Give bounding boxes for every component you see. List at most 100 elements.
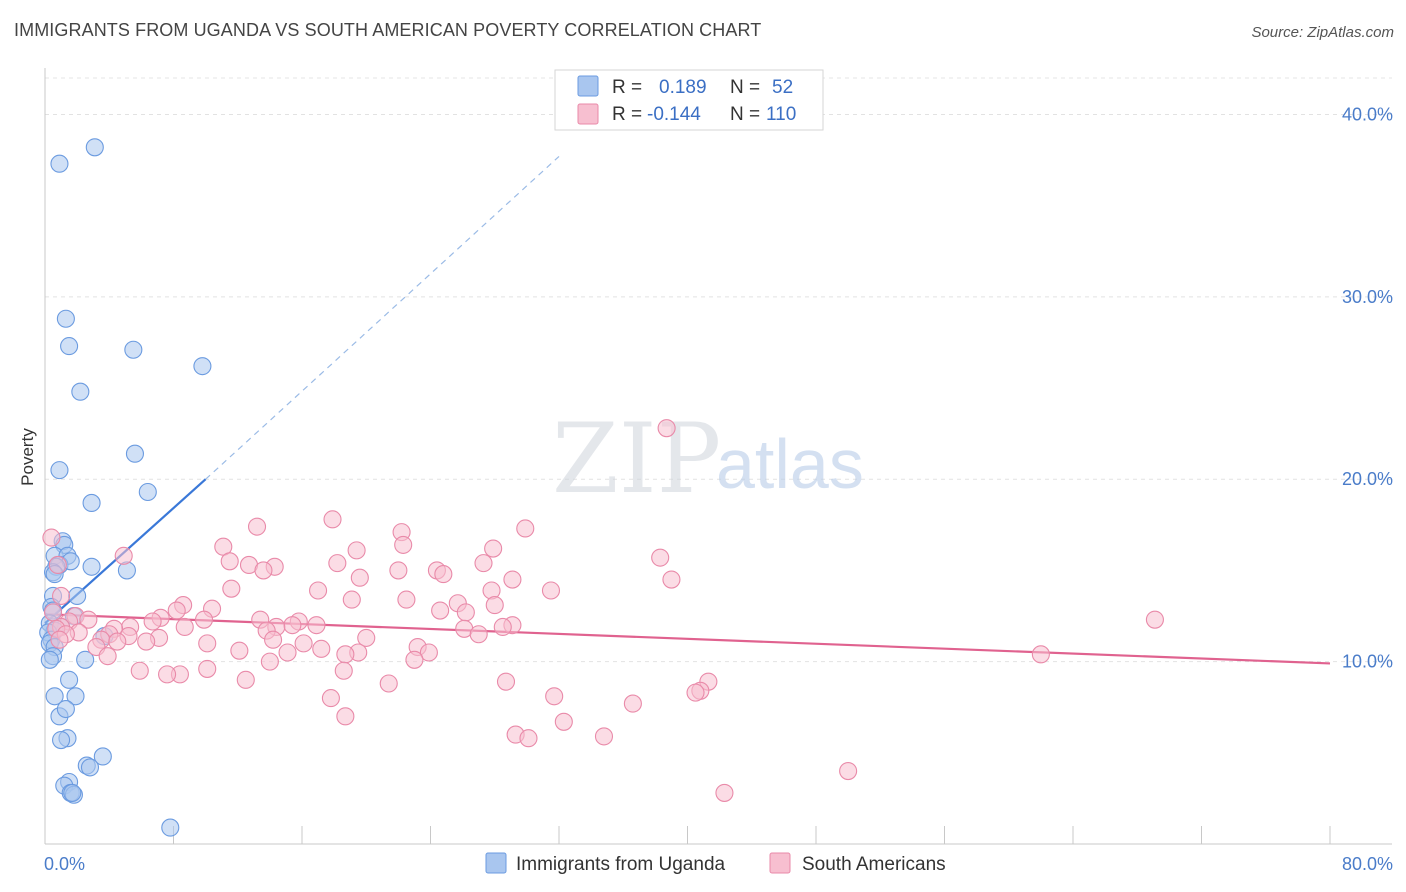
correlation-legend: R = 0.189 N = 52 R = -0.144 N = 110: [554, 69, 824, 131]
watermark-atlas: atlas: [716, 425, 864, 503]
point-uganda: [117, 561, 136, 580]
point-uganda: [124, 340, 143, 359]
point-south-americans: [350, 568, 369, 587]
point-south-americans: [482, 581, 501, 600]
y-tick-label: 20.0%: [1342, 469, 1393, 489]
point-south-americans: [48, 555, 67, 575]
y-axis-label: Poverty: [18, 428, 37, 486]
point-south-americans: [516, 519, 535, 538]
point-south-americans: [336, 645, 355, 664]
point-south-americans: [309, 581, 328, 600]
point-south-americans: [715, 783, 734, 802]
point-south-americans: [419, 643, 438, 662]
legend-n-label: N =: [730, 104, 760, 125]
series-swatch-south-americans: [769, 852, 791, 874]
y-tick-label: 30.0%: [1342, 287, 1393, 307]
point-south-americans: [312, 639, 331, 658]
gridlines: [45, 77, 1392, 663]
point-south-americans: [389, 561, 408, 580]
point-south-americans: [456, 603, 475, 622]
legend-r-value: -0.144: [647, 104, 701, 125]
point-south-americans: [198, 659, 217, 678]
point-south-americans: [1031, 645, 1050, 664]
point-south-americans: [98, 647, 117, 666]
point-south-americans: [342, 590, 361, 609]
point-south-americans: [519, 729, 538, 748]
point-uganda: [50, 154, 69, 173]
point-uganda: [60, 670, 79, 689]
point-uganda: [56, 699, 75, 719]
point-south-americans: [623, 694, 642, 713]
point-south-americans: [42, 528, 61, 547]
point-south-americans: [307, 616, 326, 635]
point-south-americans: [79, 610, 98, 629]
point-uganda: [45, 687, 64, 706]
point-south-americans: [594, 727, 614, 746]
series-legend: Immigrants from Uganda South Americans: [485, 852, 946, 875]
point-south-americans: [839, 761, 858, 781]
point-south-americans: [260, 652, 279, 671]
legend-n-value: 110: [766, 104, 796, 125]
point-south-americans: [541, 581, 561, 600]
axes: [44, 68, 1392, 845]
legend-r-label: R =: [612, 77, 642, 98]
point-south-americans: [394, 535, 413, 554]
point-south-americans: [496, 672, 516, 691]
watermark-zip: ZIP: [552, 403, 721, 515]
legend-swatch-uganda: [577, 75, 599, 97]
legend-swatch-south-americans: [577, 103, 599, 125]
point-south-americans: [662, 570, 681, 589]
point-south-americans: [254, 561, 273, 580]
point-uganda: [52, 730, 71, 750]
point-south-americans: [137, 632, 156, 651]
point-south-americans: [545, 687, 564, 706]
point-south-americans: [474, 554, 493, 573]
point-south-americans: [230, 641, 249, 660]
source-label: Source: ZipAtlas.com: [1251, 24, 1394, 41]
point-south-americans: [321, 689, 340, 708]
point-south-americans: [469, 625, 488, 644]
point-south-americans: [294, 634, 313, 653]
y-tick-label: 10.0%: [1342, 652, 1393, 672]
legend-r-value: 0.189: [659, 77, 707, 98]
trend-line-uganda-extension: [205, 155, 560, 480]
watermark: ZIP atlas: [552, 403, 864, 515]
point-south-americans: [657, 419, 676, 438]
point-uganda: [82, 557, 101, 576]
point-south-americans: [323, 510, 342, 529]
point-south-americans: [222, 579, 241, 598]
legend-box: [554, 69, 824, 131]
x-tick-label: 0.0%: [44, 854, 85, 874]
point-south-americans: [651, 548, 670, 567]
point-south-americans: [554, 712, 573, 731]
point-south-americans: [686, 683, 705, 702]
point-south-americans: [493, 617, 512, 637]
point-south-americans: [198, 634, 217, 653]
point-uganda: [60, 337, 79, 356]
point-south-americans: [434, 565, 453, 584]
point-south-americans: [175, 617, 194, 637]
point-south-americans: [379, 674, 398, 693]
point-south-americans: [220, 552, 239, 571]
point-uganda: [85, 138, 104, 157]
point-south-americans: [503, 570, 522, 589]
point-uganda: [63, 783, 82, 802]
point-south-americans: [347, 541, 366, 560]
point-uganda: [71, 382, 90, 401]
point-south-americans: [158, 665, 177, 684]
data-points: [39, 138, 1164, 837]
point-south-americans: [485, 596, 504, 615]
point-south-americans: [114, 546, 133, 565]
point-uganda: [138, 482, 157, 502]
x-tick-labels: 0.0% 80.0%: [44, 854, 1393, 874]
point-uganda: [161, 818, 180, 837]
point-south-americans: [130, 661, 149, 680]
point-south-americans: [194, 610, 214, 629]
point-south-americans: [431, 601, 450, 620]
point-south-americans: [236, 670, 255, 689]
series-label-uganda: Immigrants from Uganda: [516, 854, 726, 875]
point-uganda: [93, 747, 112, 766]
series-label-south-americans: South Americans: [802, 854, 946, 875]
point-south-americans: [357, 628, 376, 647]
